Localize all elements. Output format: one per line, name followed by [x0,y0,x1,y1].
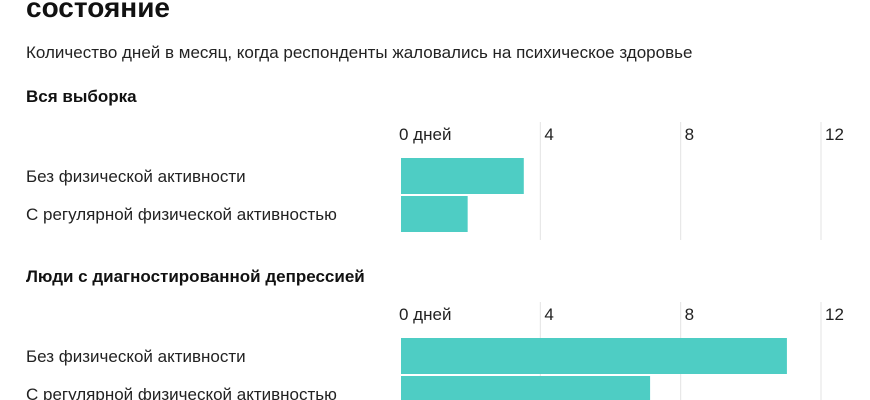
x-tick-label: 12 [825,305,844,324]
panel-title-depression: Люди с диагностированной депрессией [26,267,365,286]
chart-title: состояние [26,0,170,23]
x-tick-label: 4 [544,305,553,324]
x-tick-label: 0 дней [399,305,451,324]
category-label: С регулярной физической активностью [26,385,337,400]
bar [401,338,787,374]
x-tick-label: 8 [685,305,694,324]
x-tick-label: 12 [825,125,844,144]
bar [401,376,651,400]
x-tick-label: 0 дней [399,125,451,144]
panel-title-all: Вся выборка [26,87,137,106]
x-tick-label: 8 [685,125,694,144]
bar [401,158,524,194]
x-tick-label: 4 [544,125,553,144]
bar [401,196,468,232]
category-label: Без физической активности [26,167,246,186]
category-label: Без физической активности [26,347,246,366]
chart-subtitle: Количество дней в месяц, когда респонден… [26,43,693,62]
category-label: С регулярной физической активностью [26,205,337,224]
